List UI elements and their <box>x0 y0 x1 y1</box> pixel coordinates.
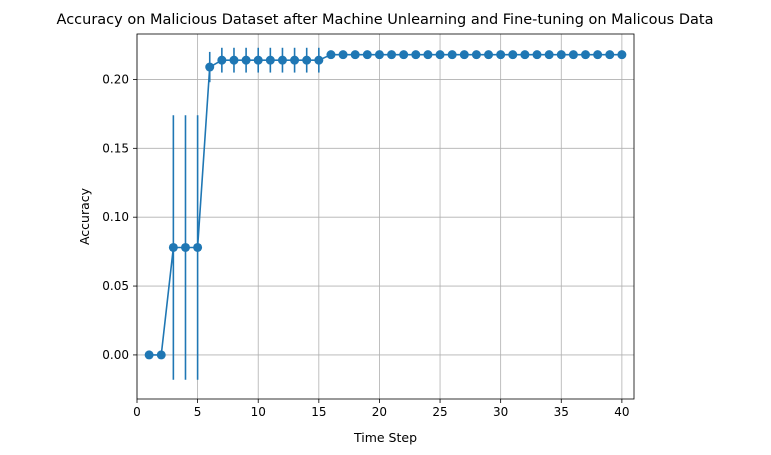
x-axis-ticks: 0 5 10 15 20 25 30 35 40 <box>133 399 630 419</box>
data-point <box>253 55 263 65</box>
data-point <box>277 55 287 65</box>
data-point <box>399 50 409 60</box>
data-point <box>180 242 190 252</box>
data-point <box>568 50 578 60</box>
y-tick-label: 0.05 <box>102 279 129 293</box>
data-point <box>205 62 215 72</box>
y-tick-label: 0.00 <box>102 348 129 362</box>
data-point <box>168 242 178 252</box>
x-tick-label: 25 <box>432 405 447 419</box>
y-axis-label: Accuracy <box>77 187 92 245</box>
data-point <box>617 50 627 60</box>
data-point <box>593 50 603 60</box>
line-layer <box>149 53 622 356</box>
x-tick-label: 0 <box>133 405 141 419</box>
x-tick-label: 30 <box>493 405 508 419</box>
data-point <box>581 50 591 60</box>
grid-layer <box>136 34 634 399</box>
data-point <box>423 50 433 60</box>
x-tick-label: 35 <box>554 405 569 419</box>
data-point <box>387 50 397 60</box>
data-point <box>471 50 481 60</box>
x-tick-label: 10 <box>251 405 266 419</box>
data-point <box>193 242 203 252</box>
data-point <box>496 50 506 60</box>
data-point <box>508 50 518 60</box>
data-point <box>241 55 251 65</box>
errorbar-layer <box>172 47 320 380</box>
x-tick-label: 20 <box>372 405 387 419</box>
data-point <box>435 50 445 60</box>
data-point <box>411 50 421 60</box>
data-point <box>314 55 324 65</box>
y-tick-label: 0.20 <box>102 72 129 86</box>
data-point <box>447 50 457 60</box>
data-point <box>217 55 227 65</box>
data-point <box>520 50 530 60</box>
x-tick-label: 40 <box>614 405 629 419</box>
y-axis-ticks: 0.00 0.05 0.10 0.15 0.20 <box>102 72 137 362</box>
x-tick-label: 15 <box>311 405 326 419</box>
data-point <box>229 55 239 65</box>
data-point <box>156 350 166 360</box>
data-point <box>605 50 615 60</box>
x-tick-label: 5 <box>194 405 202 419</box>
data-point <box>532 50 542 60</box>
x-axis-label: Time Step <box>353 430 417 445</box>
data-point <box>484 50 494 60</box>
data-point <box>556 50 566 60</box>
data-point <box>374 50 384 60</box>
data-point <box>144 350 154 360</box>
series-line <box>149 53 622 356</box>
data-point <box>338 50 348 60</box>
data-point <box>362 50 372 60</box>
data-point <box>350 50 360 60</box>
data-point <box>302 55 312 65</box>
chart-title: Accuracy on Malicious Dataset after Mach… <box>57 12 714 28</box>
y-tick-label: 0.10 <box>102 210 129 224</box>
data-point <box>326 50 336 60</box>
data-point <box>459 50 469 60</box>
points-layer <box>144 50 627 360</box>
data-point <box>544 50 554 60</box>
plot-frame <box>136 33 635 400</box>
data-point <box>265 55 275 65</box>
data-point <box>290 55 300 65</box>
y-tick-label: 0.15 <box>102 141 129 155</box>
